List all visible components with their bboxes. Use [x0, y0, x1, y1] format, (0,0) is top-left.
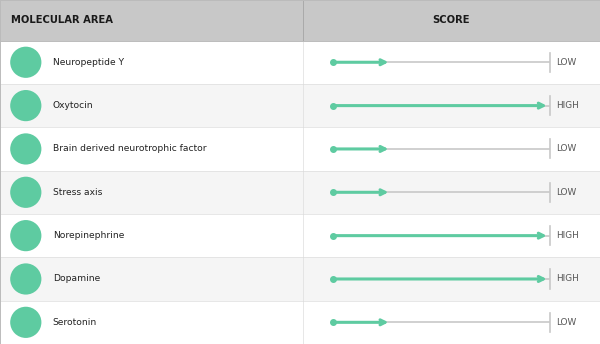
Text: LOW: LOW: [556, 188, 576, 197]
Text: Brain derived neurotrophic factor: Brain derived neurotrophic factor: [53, 144, 206, 153]
Ellipse shape: [10, 47, 41, 78]
Text: SCORE: SCORE: [433, 15, 470, 25]
Bar: [0, 84, 600, 127]
Ellipse shape: [10, 264, 41, 294]
Text: Dopamine: Dopamine: [53, 275, 100, 283]
Bar: [0, 127, 600, 171]
Text: LOW: LOW: [556, 318, 576, 327]
Text: HIGH: HIGH: [556, 275, 579, 283]
Bar: [0, 301, 600, 344]
Bar: [0, 171, 600, 214]
Text: MOLECULAR AREA: MOLECULAR AREA: [11, 15, 113, 25]
Text: LOW: LOW: [556, 144, 576, 153]
Text: Serotonin: Serotonin: [53, 318, 97, 327]
Bar: [0, 41, 600, 84]
Bar: [0, 214, 600, 257]
Text: Oxytocin: Oxytocin: [53, 101, 94, 110]
Bar: [0, 0, 600, 41]
Ellipse shape: [10, 220, 41, 251]
Text: Stress axis: Stress axis: [53, 188, 102, 197]
Text: Neuropeptide Y: Neuropeptide Y: [53, 58, 124, 67]
Bar: [0, 257, 600, 301]
Text: HIGH: HIGH: [556, 101, 579, 110]
Text: LOW: LOW: [556, 58, 576, 67]
Ellipse shape: [10, 90, 41, 121]
Text: Norepinephrine: Norepinephrine: [53, 231, 124, 240]
Ellipse shape: [10, 177, 41, 208]
Ellipse shape: [10, 307, 41, 338]
Ellipse shape: [10, 133, 41, 164]
Text: HIGH: HIGH: [556, 231, 579, 240]
